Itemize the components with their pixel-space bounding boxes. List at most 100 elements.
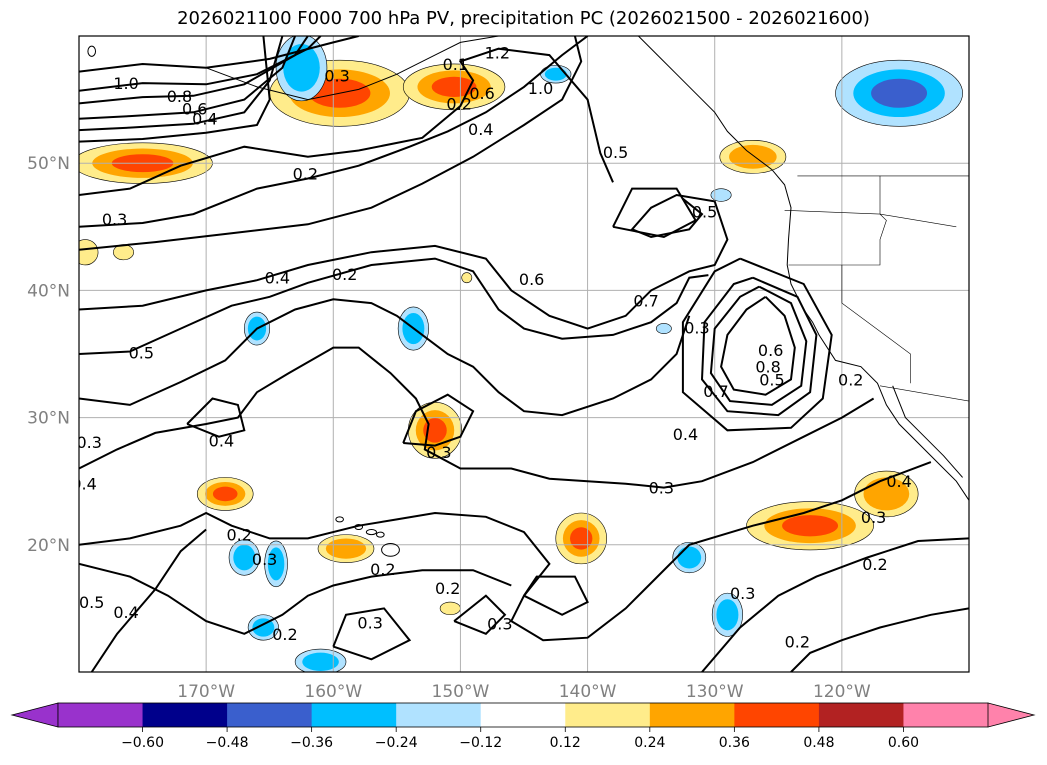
contour-label: 0.3	[730, 584, 755, 603]
precip-blob-pos	[196, 477, 254, 511]
pv-contour-line	[612, 187, 698, 239]
precip-level-2	[267, 547, 285, 581]
colorbar-max-extension	[987, 702, 1036, 728]
pv-contour-line	[79, 36, 583, 251]
colorbar-swatch	[311, 703, 397, 727]
contour-label: 0.3	[76, 433, 101, 452]
island-coastline	[335, 516, 344, 523]
precip-blob-pos	[317, 534, 375, 563]
pv-contour-line	[701, 537, 969, 672]
map-axis-labels: 50°N 40°N 30°N 20°N 170°W 160°W 150°W 140°W 130°…	[27, 154, 871, 702]
contour-label: 0.4	[673, 425, 698, 444]
longitude-label: 140°W	[559, 682, 617, 702]
map-frame	[78, 35, 970, 673]
precip-level-1	[79, 239, 99, 266]
contour-label: 0.6	[758, 341, 783, 360]
state-border-washington	[784, 210, 957, 228]
contour-label: 0.3	[102, 210, 127, 229]
pv-contour-line	[79, 461, 932, 642]
longitude-label: 170°W	[177, 682, 235, 702]
contour-label: 0.4	[886, 472, 911, 491]
precip-level-3	[871, 78, 928, 108]
colorbar-tick-label: 0.24	[634, 735, 665, 751]
precip-blob-neg	[655, 323, 672, 334]
pv-contour-line	[79, 36, 284, 132]
pv-contour-line	[332, 607, 412, 661]
west-coast-coastline	[638, 36, 969, 501]
contour-label: 0.2	[272, 625, 297, 644]
pv-contour-line	[79, 36, 309, 105]
contour-label: 0.7	[633, 292, 658, 311]
map-title: 2026021100 F000 700 hPa PV, precipitatio…	[177, 8, 870, 29]
pv-contour-line	[186, 397, 246, 438]
pv-contour-line	[79, 298, 691, 417]
latitude-label: 20°N	[27, 536, 70, 556]
precip-blob-neg	[835, 59, 963, 127]
precip-level-3	[570, 527, 593, 550]
latitude-label: 40°N	[27, 281, 70, 301]
pv-contour-line	[681, 257, 833, 432]
contour-label: 0.6	[469, 84, 494, 103]
longitude-label: 150°W	[432, 682, 490, 702]
pv-contour-line	[709, 285, 808, 406]
precipitation-layer	[79, 36, 963, 672]
precip-level-1	[655, 323, 672, 334]
colorbar-frame	[57, 702, 989, 728]
contour-label: 0.2	[370, 560, 395, 579]
island-coastline	[365, 529, 378, 536]
pv-contour-line	[79, 36, 271, 143]
pv-contour-line	[790, 607, 969, 672]
precip-level-2	[729, 144, 777, 169]
colorbar-tick-label: 0.60	[888, 735, 919, 751]
colorbar-swatch	[58, 703, 144, 727]
contour-label: 0.5	[603, 143, 628, 162]
contour-label: 0.4	[265, 269, 290, 288]
latitude-label: 30°N	[27, 409, 70, 429]
colorbar-swatch	[734, 703, 820, 727]
colorbar-tick-label: −0.48	[206, 735, 249, 751]
precip-blob-pos	[854, 470, 919, 518]
colorbar-swatch	[142, 703, 228, 727]
pv-contour-line	[79, 562, 512, 635]
contour-label: 0.4	[468, 120, 493, 139]
longitude-label: 160°W	[304, 682, 362, 702]
precip-level-2	[233, 544, 256, 571]
precip-blob-pos	[555, 512, 607, 565]
pv-contour-line	[700, 276, 818, 417]
precip-level-2	[544, 67, 567, 81]
contour-label: 0.2	[293, 164, 318, 183]
precip-level-1	[439, 601, 461, 616]
island-coastline	[87, 45, 97, 57]
colorbar-swatch	[396, 703, 482, 727]
precip-level-2	[677, 546, 702, 569]
pv-contour-line	[79, 36, 322, 92]
contour-label: 0.5	[692, 203, 717, 222]
colorbar-swatch	[903, 703, 989, 727]
contour-label: 0.2	[785, 632, 810, 651]
colorbar-swatch	[565, 703, 651, 727]
contour-label: 1.2	[485, 44, 510, 63]
pv-contour-line	[79, 257, 709, 355]
longitude-label: 130°W	[686, 682, 744, 702]
precip-blob-pos	[439, 601, 461, 616]
precip-level-1	[710, 188, 732, 202]
colorbar: −0.60 −0.48 −0.36 −0.24 −0.12 0.12 0.24 0.36 0.4…	[10, 702, 1036, 751]
colorbar-swatch	[227, 703, 313, 727]
precip-level-2	[325, 538, 367, 559]
contour-label: 1.0	[528, 79, 553, 98]
contour-label: 0.6	[519, 270, 544, 289]
contour-label: 0.3	[357, 613, 382, 632]
precip-blob-pos	[79, 239, 99, 266]
precip-blob-pos	[719, 140, 787, 174]
precip-blob-pos	[461, 272, 473, 284]
state-border-california	[841, 265, 911, 384]
longitude-label: 120°W	[813, 682, 871, 702]
contour-label: 0.2	[332, 265, 357, 284]
precip-blob-neg	[710, 188, 732, 202]
pv-contour-line	[453, 594, 507, 635]
colorbar-tick-label: −0.60	[121, 735, 164, 751]
precip-blob-neg	[228, 539, 260, 576]
contour-label: 0.2	[446, 94, 471, 113]
pv-contour-line	[90, 528, 207, 672]
colorbar-tick-label: 0.36	[719, 735, 750, 751]
